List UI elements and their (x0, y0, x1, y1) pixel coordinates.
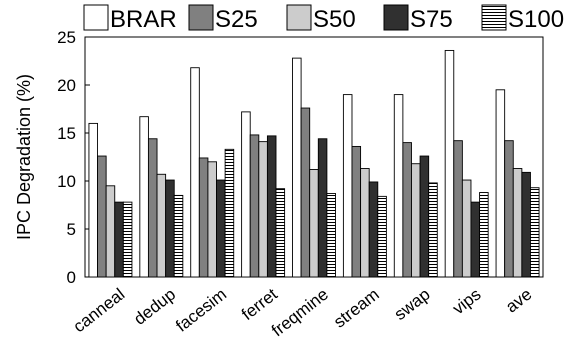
bar-s25-stream (351, 145, 362, 278)
y-tick-label: 25 (57, 28, 76, 47)
bar-s75-stream (368, 181, 379, 278)
bar-s75-vips (470, 201, 481, 278)
x-tick-label: stream (330, 285, 383, 332)
bar-brar-swap (393, 94, 404, 278)
x-tick-label: dedup (130, 285, 179, 329)
bar-s75-swap (419, 155, 430, 278)
legend-label-brar: BRAR (110, 6, 177, 33)
legend-swatch-s25 (188, 4, 214, 31)
bar-s100-ave (530, 187, 540, 278)
bar-s25-swap (402, 142, 412, 278)
bar-s100-canneal (122, 201, 133, 278)
x-tick-label: freqmine (268, 285, 332, 341)
x-tick-label: facesim (172, 285, 230, 336)
bar-s100-facesim (224, 148, 235, 278)
bar-brar-facesim (190, 67, 200, 278)
bar-brar-freqmine (292, 57, 302, 278)
legend-label-s25: S25 (215, 6, 258, 33)
bar-s75-canneal (114, 201, 124, 278)
legend-swatch-brar (83, 4, 109, 31)
bar-s75-ave (521, 171, 531, 278)
y-tick-label: 15 (57, 124, 76, 143)
bar-s50-ferret (258, 141, 268, 278)
bar-s100-ferret (275, 188, 286, 278)
bar-s50-canneal (105, 185, 116, 278)
bar-s75-freqmine (317, 138, 328, 278)
bar-s50-vips (461, 179, 472, 278)
bar-brar-stream (342, 94, 353, 278)
x-tick-label: canneal (70, 285, 129, 337)
bar-s100-dedup (173, 194, 184, 278)
legend-swatch-s75 (383, 4, 409, 31)
legend-label-s75: S75 (410, 6, 453, 33)
bar-s50-freqmine (309, 169, 319, 278)
bar-s50-facesim (207, 161, 217, 278)
bar-s100-stream (377, 195, 387, 278)
bar-s50-stream (360, 168, 370, 278)
y-tick-label: 10 (57, 172, 76, 191)
bar-s25-facesim (198, 157, 209, 278)
legend-swatch-s100 (481, 4, 507, 31)
bar-s25-dedup (147, 138, 158, 278)
bar-s100-swap (428, 182, 438, 278)
y-tick-label: 20 (57, 76, 76, 95)
legend-swatch-s50 (286, 4, 312, 31)
bar-s75-ferret (266, 135, 277, 278)
bar-brar-dedup (139, 116, 149, 278)
bar-s50-dedup (156, 173, 167, 278)
y-tick-label: 5 (67, 220, 76, 239)
y-tick-label: 0 (67, 268, 76, 287)
bar-s25-ferret (249, 134, 260, 278)
bar-s100-freqmine (326, 193, 336, 278)
bar-s25-freqmine (300, 107, 311, 278)
y-axis-label: IPC Degradation (%) (14, 74, 34, 240)
x-tick-label: ferret (238, 284, 281, 324)
bar-s25-canneal (97, 155, 107, 278)
legend: BRAR S25 S50 S75 S100 (83, 4, 564, 33)
bar-s50-swap (411, 163, 421, 278)
bar-s75-facesim (216, 179, 226, 278)
bar-brar-ave (495, 89, 506, 278)
bar-s25-ave (504, 140, 514, 278)
bar-s50-ave (512, 168, 523, 278)
legend-label-s100: S100 (508, 6, 564, 33)
bar-s25-vips (453, 140, 463, 278)
bar-brar-ferret (241, 111, 251, 278)
x-tick-label: swap (391, 285, 434, 324)
legend-label-s50: S50 (313, 6, 356, 33)
x-tick-label: ave (502, 285, 535, 317)
x-tick-label: vips (449, 285, 485, 319)
bar-s100-vips (479, 192, 489, 278)
bar-brar-canneal (88, 122, 98, 278)
bar-s75-dedup (165, 179, 175, 278)
bar-brar-vips (444, 49, 455, 278)
